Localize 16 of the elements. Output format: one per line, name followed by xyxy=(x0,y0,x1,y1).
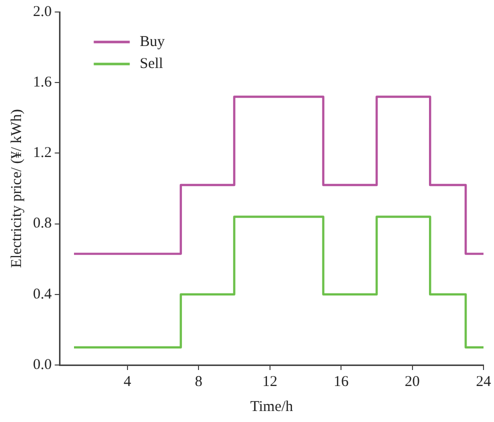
legend-label: Buy xyxy=(140,34,166,50)
y-axis-title: Electricity price/ (¥/ kWh) xyxy=(8,109,25,268)
legend-label: Sell xyxy=(140,56,164,72)
x-tick-label: 20 xyxy=(404,374,420,390)
x-tick-label: 12 xyxy=(262,374,278,390)
x-tick-label: 4 xyxy=(124,374,132,390)
x-tick-label: 16 xyxy=(334,374,350,390)
y-tick-label: 0.4 xyxy=(33,286,52,302)
y-tick-label: 0.8 xyxy=(33,216,52,232)
y-tick-label: 1.2 xyxy=(33,145,52,162)
y-tick-label: 1.6 xyxy=(33,74,52,91)
x-tick-label: 24 xyxy=(476,374,492,390)
x-axis-title: Time/h xyxy=(250,398,294,415)
y-tick-label: 0.0 xyxy=(33,356,52,373)
x-tick-label: 8 xyxy=(194,374,202,390)
y-tick-label: 2.0 xyxy=(33,4,52,20)
